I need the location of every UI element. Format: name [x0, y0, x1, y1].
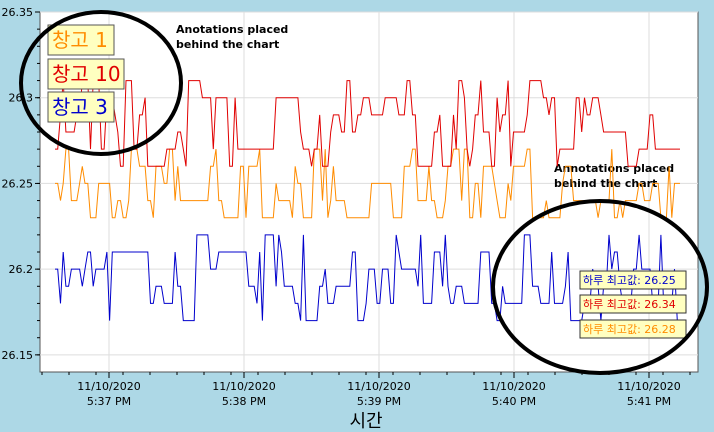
legend-label: 창고 3	[52, 95, 108, 119]
y-axis-ticks: 26.15 26.2 26.25 26.3 26.35	[2, 6, 40, 362]
value-box-label: 하루 최고값: 26.25	[583, 273, 676, 287]
legend-label: 창고 1	[52, 28, 108, 52]
x-tick-date: 11/10/2020	[617, 380, 680, 393]
y-tick-label: 26.25	[2, 177, 34, 190]
y-tick-label: 26.35	[2, 6, 34, 19]
x-tick-time: 5:37 PM	[87, 395, 131, 408]
x-tick-time: 5:39 PM	[357, 395, 401, 408]
value-box	[579, 270, 687, 290]
annotation-line2: behind the chart	[176, 38, 279, 51]
value-box	[579, 294, 687, 314]
highlight-circle-values	[491, 199, 709, 375]
value-boxes: 하루 최고값: 26.25 하루 최고값: 26.34 하루 최고값: 26.28	[579, 270, 687, 339]
x-tick-time: 5:38 PM	[222, 395, 266, 408]
legend-box	[47, 91, 115, 123]
legend-box	[47, 58, 125, 90]
annotation-line1: Annotations placed	[554, 162, 674, 175]
x-tick-time: 5:41 PM	[627, 395, 671, 408]
highlight-circle-legend	[19, 10, 183, 156]
x-tick-date: 11/10/2020	[347, 380, 410, 393]
legend-label: 창고 10	[52, 62, 121, 86]
legend: 창고 1 창고 10 창고 3	[47, 24, 125, 123]
series-line	[55, 80, 680, 167]
annotation-line1: Anotations placed	[176, 23, 288, 36]
x-tick-date: 11/10/2020	[482, 380, 545, 393]
y-tick-label: 26.2	[9, 263, 34, 276]
y-tick-label: 26.3	[9, 92, 34, 105]
value-box	[579, 319, 687, 339]
annotations: Anotations placed behind the chart Annotat…	[176, 23, 674, 190]
x-tick-date: 11/10/2020	[77, 380, 140, 393]
x-tick-date: 11/10/2020	[212, 380, 275, 393]
series-line	[55, 234, 680, 322]
value-box-label: 하루 최고값: 26.34	[583, 297, 676, 311]
series-lines	[55, 80, 680, 322]
annotation-line2: behind the chart	[554, 177, 657, 190]
x-tick-time: 5:40 PM	[492, 395, 536, 408]
value-box-label: 하루 최고값: 26.28	[583, 322, 676, 336]
legend-box	[47, 24, 115, 56]
x-axis-ticks: 11/10/2020 5:37 PM 11/10/2020 5:38 PM 11/10/…	[41, 372, 691, 408]
plot-area	[39, 11, 699, 373]
y-tick-label: 26.15	[2, 349, 34, 362]
x-axis-label: 시간	[349, 411, 382, 432]
